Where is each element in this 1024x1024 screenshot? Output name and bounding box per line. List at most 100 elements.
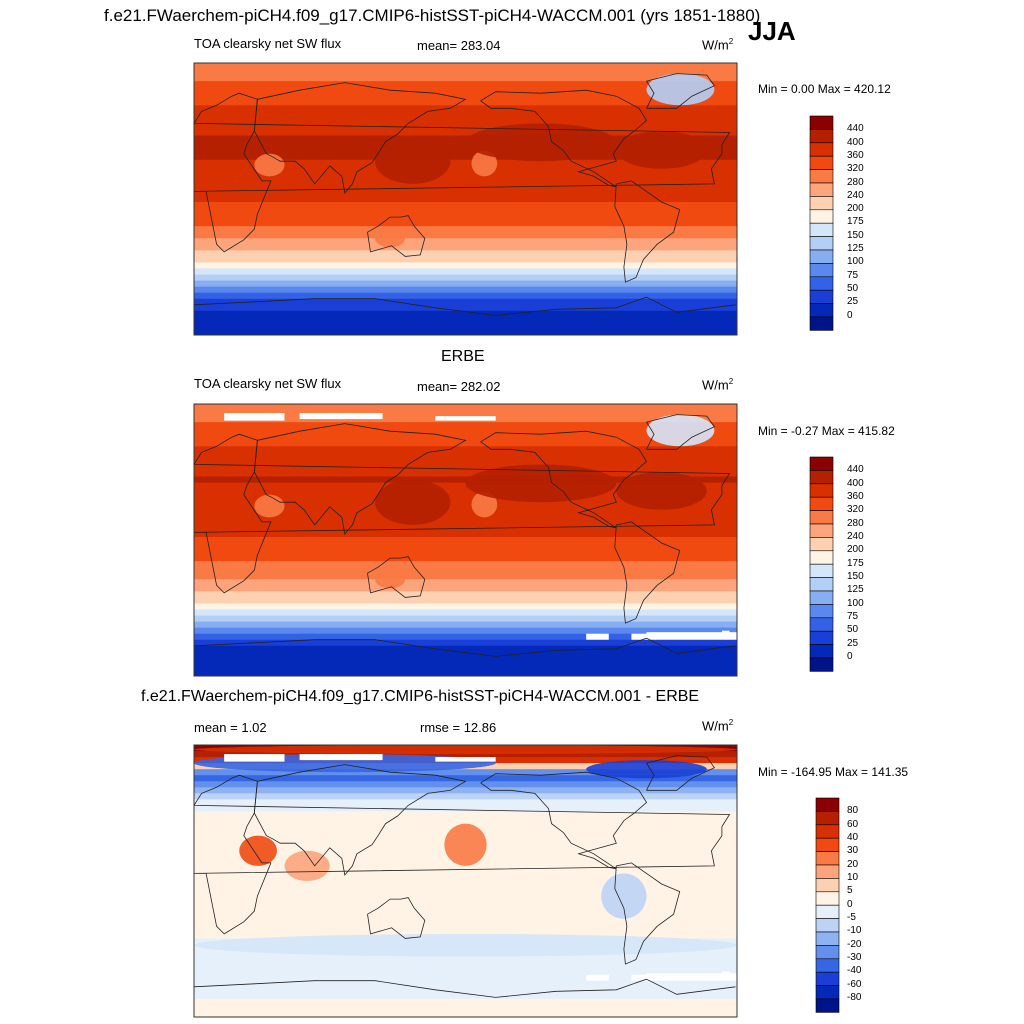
field-band xyxy=(194,135,737,143)
field-band xyxy=(194,639,737,647)
cb2-label: 25 xyxy=(847,638,859,649)
coastline xyxy=(367,556,426,598)
field-band xyxy=(194,1004,737,1012)
field-band xyxy=(194,434,737,441)
field-band xyxy=(194,422,737,429)
coastline xyxy=(194,296,736,316)
colorbar-1-swatch xyxy=(809,303,834,318)
field-band xyxy=(194,214,737,221)
coastline xyxy=(480,89,648,188)
field-band xyxy=(194,992,737,1000)
colorbar-2-swatch xyxy=(809,550,834,565)
missing-data xyxy=(299,413,383,420)
field-band xyxy=(194,428,737,435)
field-band xyxy=(194,238,737,245)
colorbar-1-swatch xyxy=(809,196,834,211)
colorbar-2-swatch xyxy=(809,577,834,592)
missing-data xyxy=(586,974,609,981)
coastline xyxy=(253,82,467,194)
field-band xyxy=(194,75,737,82)
cb2-label: 400 xyxy=(847,478,864,489)
field-band xyxy=(194,165,737,173)
field-band xyxy=(194,129,737,137)
colorbar-2-swatch xyxy=(809,483,834,498)
panel2-units: W/m2 xyxy=(702,377,734,393)
field-band xyxy=(194,530,737,538)
field-band xyxy=(194,902,737,909)
field-band xyxy=(194,147,737,155)
colorbar-2-swatch xyxy=(809,496,834,511)
field-band xyxy=(194,775,737,782)
colorbar-2-swatch xyxy=(809,644,834,659)
field-band xyxy=(194,751,737,758)
panel2-title: ERBE xyxy=(441,348,485,365)
field-band xyxy=(194,908,737,915)
cb3-label: 30 xyxy=(847,845,859,856)
field-band xyxy=(194,250,737,258)
field-band xyxy=(194,63,737,70)
colorbar-3-swatch xyxy=(815,945,840,960)
coastline xyxy=(367,897,426,939)
panel2-minmax: Min = -0.27 Max = 415.82 xyxy=(758,424,895,438)
field-band xyxy=(194,920,737,927)
field-band xyxy=(194,500,737,508)
field-band xyxy=(194,268,737,276)
cb2-label: 100 xyxy=(847,598,864,609)
colorbar-2-swatch xyxy=(809,510,834,525)
cb3-label: -20 xyxy=(847,939,862,950)
field-band xyxy=(194,476,737,484)
field-band xyxy=(194,177,737,185)
australia-bright xyxy=(375,229,406,248)
cb2-label: 125 xyxy=(847,584,864,595)
field-band xyxy=(194,633,737,641)
cb2-label: 360 xyxy=(847,491,864,502)
panel1-minmax: Min = 0.00 Max = 420.12 xyxy=(758,82,891,96)
field-band xyxy=(194,585,737,592)
season-label: JJA xyxy=(748,16,796,46)
coastline xyxy=(614,180,681,283)
field-band xyxy=(194,817,737,825)
missing-data xyxy=(646,973,737,981)
colorbar-1-swatch xyxy=(809,236,834,251)
cb1-label: 150 xyxy=(847,230,864,241)
field-band xyxy=(194,657,737,665)
greenland-negative xyxy=(586,760,707,779)
colorbar-3-swatch xyxy=(815,904,840,919)
cb1-label: 440 xyxy=(847,123,864,134)
field-band xyxy=(194,579,737,586)
cb1-label: 175 xyxy=(847,216,864,227)
field-band xyxy=(194,256,737,264)
field-band xyxy=(194,99,737,106)
colorbar-3-swatch xyxy=(815,811,840,826)
field-band xyxy=(194,464,737,472)
field-band xyxy=(194,506,737,514)
field-band xyxy=(194,986,737,994)
colorbar-3-swatch xyxy=(815,918,840,933)
field-band xyxy=(194,316,737,324)
colorbar-3-swatch xyxy=(815,824,840,839)
map-frame xyxy=(193,403,738,677)
field-band xyxy=(194,549,737,556)
field-band xyxy=(194,555,737,562)
field-band xyxy=(194,627,737,635)
cb1-label: 240 xyxy=(847,190,864,201)
field-band xyxy=(194,153,737,161)
field-band xyxy=(194,956,737,964)
southern-ocean-negative xyxy=(194,933,737,957)
panel1-variable: TOA clearsky net SW flux xyxy=(194,36,342,51)
missing-data xyxy=(586,633,609,640)
cb3-label: 20 xyxy=(847,859,859,870)
greenland-ice xyxy=(646,73,715,106)
field-band xyxy=(194,811,737,819)
field-band xyxy=(194,189,737,197)
field-band xyxy=(194,645,737,653)
field-band xyxy=(194,105,737,112)
cb1-label: 50 xyxy=(847,283,859,294)
colorbar-2-swatch xyxy=(809,617,834,632)
field-band xyxy=(194,304,737,312)
colorbar-3-swatch xyxy=(815,878,840,893)
cb1-label: 125 xyxy=(847,243,864,254)
field-band xyxy=(194,208,737,215)
field-band xyxy=(194,536,737,544)
coastline xyxy=(614,862,681,965)
